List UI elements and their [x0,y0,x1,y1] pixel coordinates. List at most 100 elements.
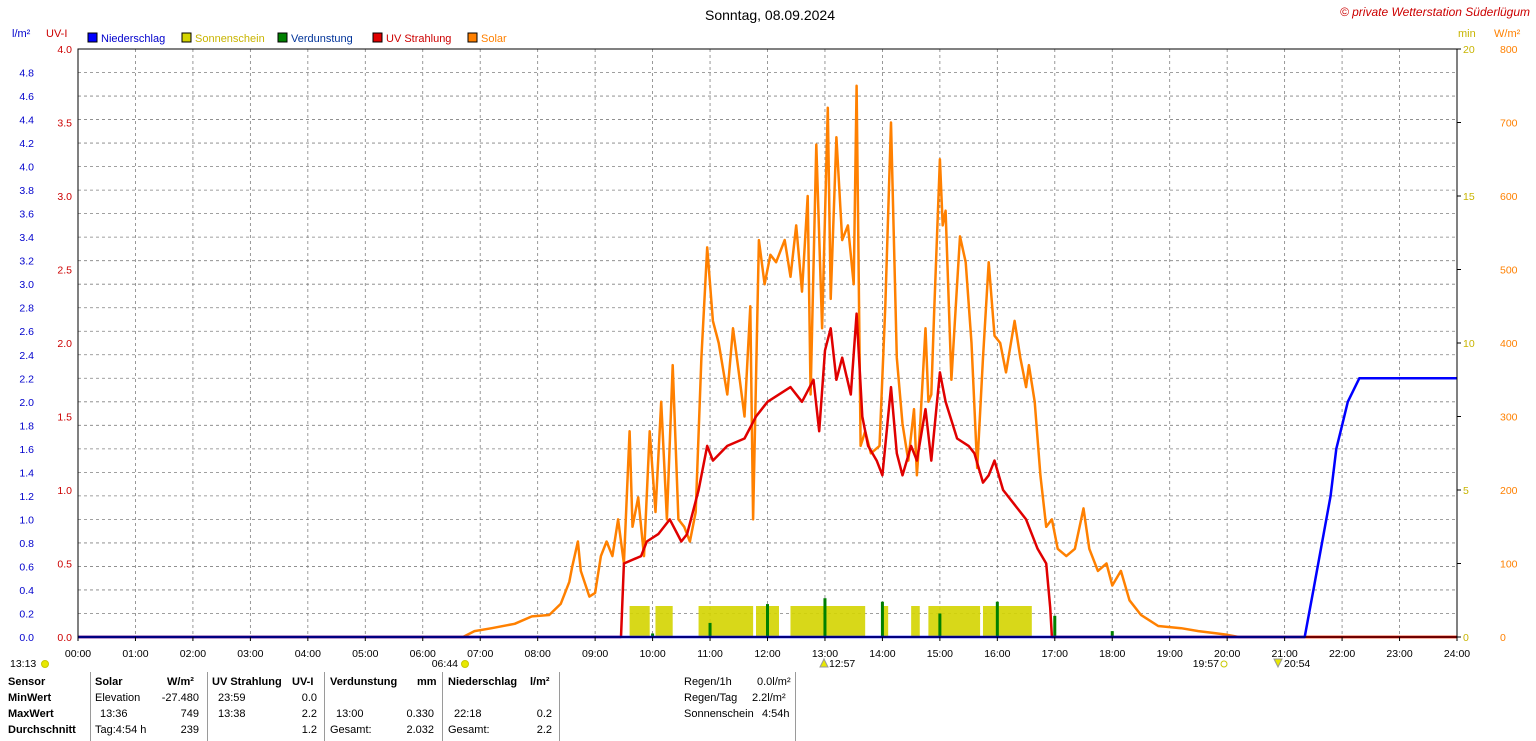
dusk-icon [1273,658,1283,669]
time-tick-label: 06:00 [410,648,436,660]
sunshine-bar [655,606,673,637]
stats-solar-max-value: 749 [180,708,199,720]
solar-tick-label: 400 [1500,338,1518,350]
sunshine-bar [790,606,825,637]
marker-sunset: 19:57 [1193,658,1219,670]
precip-tick-label: 1.0 [19,514,34,526]
precip-tick-label: 0.6 [19,561,34,573]
time-tick-label: 15:00 [927,648,953,660]
stats-evap-total-value: 2.032 [406,724,434,736]
precip-tick-label: 3.4 [19,232,34,244]
solar-tick-label: 200 [1500,485,1518,497]
stats-solar-min-value: -27.480 [161,692,199,704]
solar-tick-label: 0 [1500,632,1506,644]
time-tick-label: 00:00 [65,648,91,660]
solar-tick-label: 700 [1500,118,1518,130]
precip-tick-label: 2.4 [19,350,34,362]
right-solar-unit: W/m² [1494,28,1521,40]
minute-tick-label: 5 [1463,485,1469,497]
chart-bars [536,598,1172,637]
solar-tick-label: 100 [1500,559,1518,571]
copyright-text: © private Wetterstation Süderlügum [1340,5,1530,19]
time-tick-label: 23:00 [1386,648,1412,660]
stats-uv-unit: UV-I [292,676,314,688]
stats-uv-avg-value: 1.2 [301,724,317,736]
time-tick-label: 04:00 [295,648,321,660]
sunshine-bar [882,606,889,637]
marker-left-time: 13:13 [10,658,36,670]
precip-tick-label: 2.0 [19,397,34,409]
time-tick-label: 12:00 [754,648,780,660]
precip-tick-label: 1.8 [19,420,34,432]
sun-icon [41,660,49,668]
precip-tick-label: 1.2 [19,491,34,503]
uv-tick-label: 1.0 [57,485,72,497]
left-uv-unit: UV-I [46,28,67,40]
time-tick-label: 16:00 [984,648,1010,660]
stats-rain-total-label: Gesamt: [448,724,490,736]
stats-solar-avg-value: 239 [180,724,199,736]
stats-rain-total-value: 2.2 [536,724,552,736]
stats-uv-header: UV Strahlung [212,676,282,688]
marker-sunrise: 06:44 [432,658,458,670]
stats-rain-max-time: 22:18 [454,708,482,720]
legend-label: UV Strahlung [386,33,451,45]
stats-uv-max-value: 2.2 [301,708,317,720]
summary-rain-1h-value: 0.0l/m² [757,676,791,688]
solar-tick-label: 600 [1500,191,1518,203]
time-tick-label: 24:00 [1444,648,1470,660]
minute-tick-label: 10 [1463,338,1475,350]
stats-table: Sensor MinWert MaxWert Durchschnitt Sola… [0,672,1536,741]
precip-tick-label: 4.4 [19,115,34,127]
chart-legend: Niederschlag Sonnenschein Verdunstung UV St… [87,32,507,45]
time-tick-label: 11:00 [697,648,723,660]
chart-axes: 0.0 0.2 0.4 0.6 0.8 1.0 1.2 1.4 1.6 1.8 2.0 2.2 2.4 2… [19,44,1517,660]
time-tick-label: 08:00 [525,648,551,660]
uv-line [78,312,1457,639]
time-tick-label: 13:00 [812,648,838,660]
stats-evap-unit: mm [417,676,437,688]
evaporation-bar [1053,615,1057,637]
chart-title: Sonntag, 08.09.2024 [705,7,835,23]
precip-tick-label: 4.2 [19,138,34,150]
evaporation-bar [995,601,999,637]
legend-swatch [372,32,383,43]
uv-tick-label: 4.0 [57,44,72,56]
legend-label: Niederschlag [101,33,165,45]
uv-tick-label: 1.5 [57,412,72,424]
stats-evap-max-value: 0.330 [406,708,434,720]
stats-solar-max-time: 13:36 [100,708,128,720]
time-tick-label: 03:00 [237,648,263,660]
time-tick-label: 01:00 [122,648,148,660]
precip-tick-label: 0.2 [19,608,34,620]
evaporation-bar [823,598,827,637]
solar-line [78,84,1457,639]
stats-uv-max-time: 13:38 [218,708,246,720]
precip-tick-label: 4.6 [19,91,34,103]
evaporation-bar [880,601,884,637]
stats-evap-total-label: Gesamt: [330,724,372,736]
evaporation-bar [938,613,942,637]
uv-tick-label: 0.5 [57,559,72,571]
uv-tick-label: 2.0 [57,338,72,350]
time-tick-label: 19:00 [1157,648,1183,660]
precip-tick-label: 3.8 [19,185,34,197]
precip-tick-label: 1.4 [19,467,34,479]
time-tick-label: 20:00 [1214,648,1240,660]
stats-solar-unit: W/m² [167,676,194,688]
time-tick-label: 05:00 [352,648,378,660]
time-tick-label: 09:00 [582,648,608,660]
time-tick-label: 18:00 [1099,648,1125,660]
stats-sensor-header: Sensor [8,676,46,688]
legend-swatch [467,32,478,43]
time-tick-label: 21:00 [1271,648,1297,660]
chart-lines [78,84,1457,639]
sunshine-bar [911,606,920,637]
solar-tick-label: 300 [1500,412,1518,424]
time-tick-label: 17:00 [1042,648,1068,660]
uv-tick-label: 3.0 [57,191,72,203]
stats-solar-min-label: Elevation [95,692,141,704]
stats-avg-label: Durchschnitt [8,724,76,736]
summary-sun-value: 4:54h [762,708,790,720]
precip-tick-label: 2.2 [19,373,34,385]
